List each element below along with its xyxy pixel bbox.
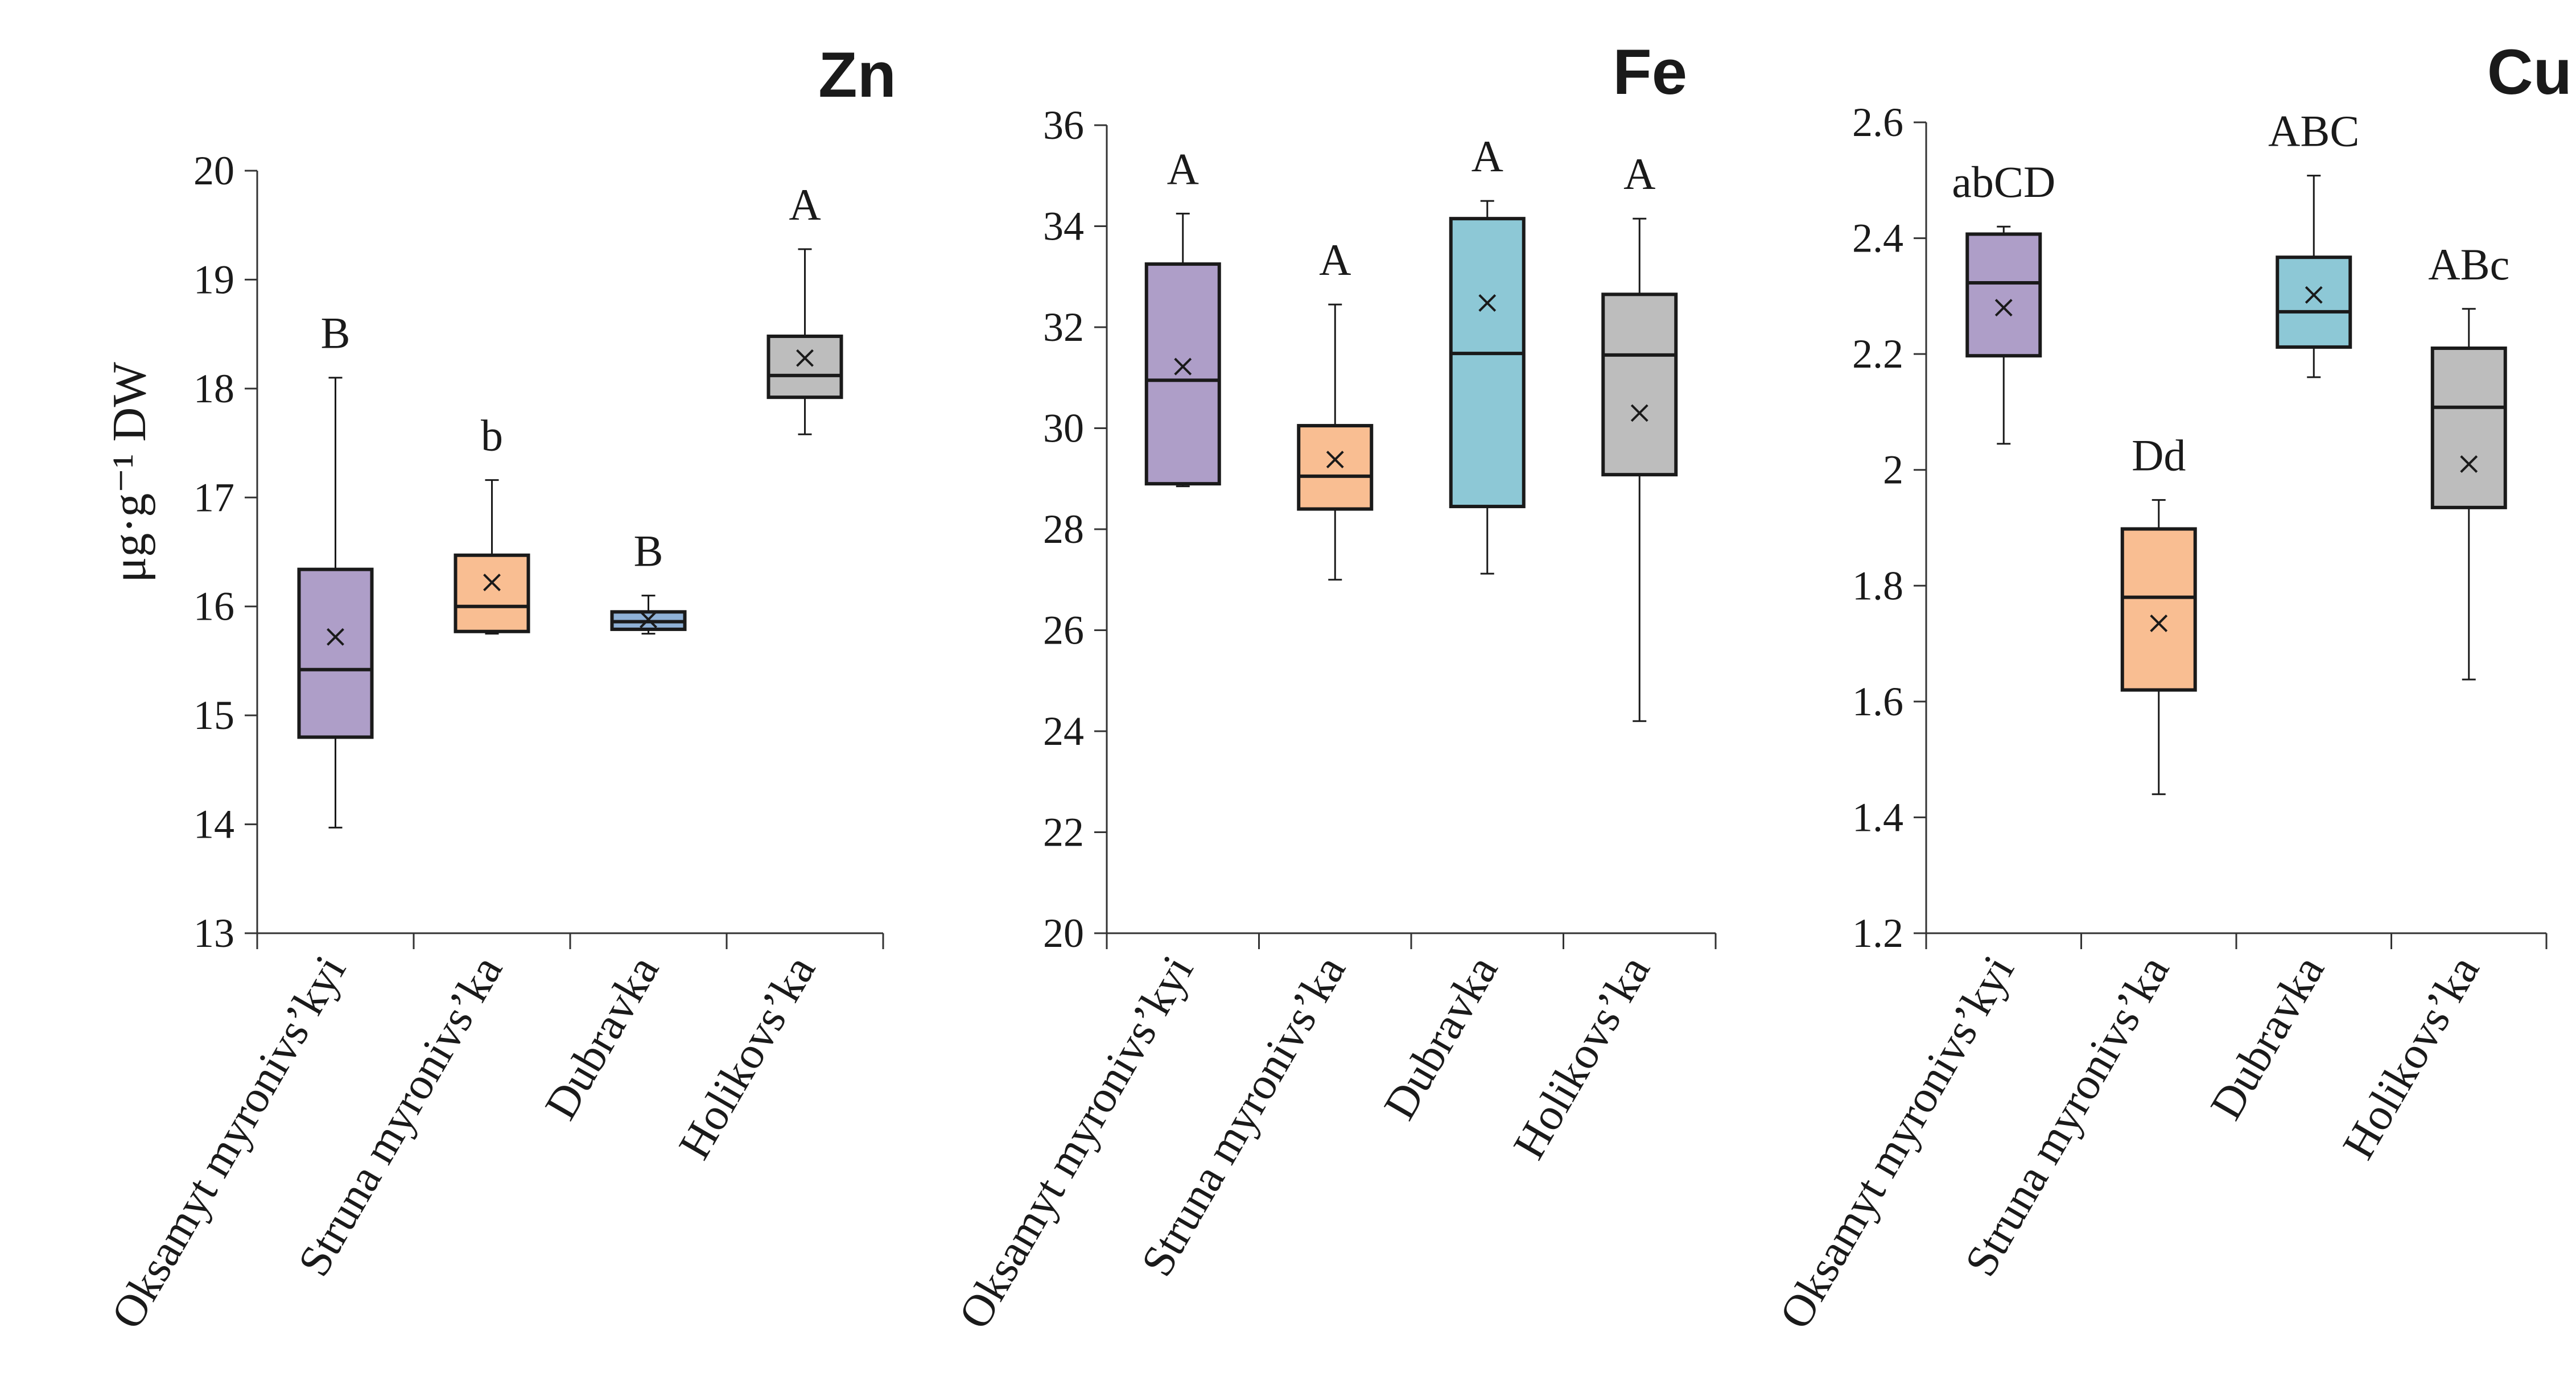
y-tick-label: 22: [1043, 810, 1084, 855]
y-tick-label: 1.8: [1852, 563, 1903, 608]
box-dubravka: [2276, 255, 2352, 349]
box-oksamyt: [1144, 262, 1221, 486]
y-tick-label: 1.4: [1852, 794, 1903, 840]
category-label-holikovska: Holikovs’ka: [1504, 947, 1660, 1168]
mean-marker: [1630, 404, 1648, 422]
significance-letter: B: [320, 308, 350, 358]
y-tick-label: 17: [193, 475, 234, 520]
y-tick-label: 2.4: [1852, 216, 1903, 261]
y-tick-label: 1.2: [1852, 910, 1903, 956]
y-tick-label: 34: [1043, 204, 1084, 249]
box-struna: [2120, 527, 2197, 692]
mean-marker: [483, 574, 501, 592]
mean-marker: [1326, 451, 1344, 468]
significance-letter: A: [789, 180, 821, 229]
y-tick-label: 2.6: [1852, 100, 1903, 145]
y-tick-label: 30: [1043, 406, 1084, 451]
significance-letter: A: [1623, 149, 1655, 199]
significance-letter: A: [1319, 235, 1351, 285]
category-label-holikovska: Holikovs’ka: [669, 947, 825, 1168]
panel-title: Fe: [1613, 36, 1687, 108]
box-holikovska: [1601, 292, 1678, 477]
mean-marker: [640, 611, 657, 629]
significance-letter: Dd: [2132, 431, 2186, 480]
y-tick-label: 28: [1043, 506, 1084, 552]
y-tick-label: 2: [1883, 447, 1903, 493]
y-tick-label: 1.6: [1852, 679, 1903, 724]
significance-letter: B: [633, 526, 663, 576]
y-tick-label: 14: [193, 802, 234, 847]
category-label-holikovska: Holikovs’ka: [2333, 947, 2489, 1168]
box-struna: [454, 553, 530, 633]
category-label-oksamyt: Oksamyt myronivs’kyi: [102, 947, 356, 1337]
y-tick-label: 24: [1043, 708, 1084, 754]
mean-marker: [2150, 615, 2168, 632]
y-tick-label: 20: [193, 148, 234, 193]
panel-title: Cu: [2487, 36, 2572, 108]
y-tick-label: 13: [193, 910, 234, 956]
box-holikovska: [2430, 346, 2507, 509]
mean-marker: [1478, 294, 1497, 312]
y-tick-label: 19: [193, 257, 234, 302]
significance-letter: A: [1167, 144, 1199, 193]
y-tick-label: 15: [193, 693, 234, 738]
mean-marker: [1994, 299, 2013, 317]
mean-marker: [327, 628, 344, 646]
box-oksamyt: [1965, 232, 2042, 358]
mean-marker: [796, 349, 814, 367]
significance-letter: b: [481, 411, 503, 460]
y-tick-label: 20: [1043, 910, 1084, 956]
box-oksamyt: [297, 567, 374, 739]
panel-title: Zn: [818, 39, 896, 110]
significance-letter: abCD: [1952, 157, 2055, 207]
category-label-oksamyt: Oksamyt myronivs’kyi: [1770, 947, 2024, 1337]
mean-marker: [1174, 357, 1192, 376]
box-dubravka: [1449, 217, 1526, 509]
category-label-dubravka: Dubravka: [535, 947, 669, 1128]
y-tick-label: 18: [193, 366, 234, 411]
y-tick-label: 36: [1043, 102, 1084, 148]
zn-panel: Zn 13 14 15 16 17 18 19 20 B Oksamyt myronivs’kyi b…: [102, 39, 896, 1337]
significance-letter: A: [1472, 131, 1503, 181]
cu-panel: Cu 1.2 1.4 1.6 1.8 2 2.2 2.4 2.6 abCD Oksamyt myro…: [1770, 36, 2572, 1337]
mean-marker: [2305, 286, 2323, 304]
category-label-dubravka: Dubravka: [2201, 947, 2334, 1128]
box-holikovska: [766, 334, 843, 399]
category-label-dubravka: Dubravka: [1374, 947, 1507, 1128]
y-tick-label: 26: [1043, 608, 1084, 653]
box-struna: [1297, 424, 1374, 511]
y-tick-label: 2.2: [1852, 331, 1903, 377]
y-tick-label: 16: [193, 584, 234, 629]
significance-letter: ABC: [2268, 106, 2359, 156]
significance-letter: ABc: [2428, 240, 2509, 289]
mean-marker: [2460, 455, 2478, 473]
y-axis-label: μg·g⁻¹ DW: [103, 362, 156, 583]
y-tick-label: 32: [1043, 304, 1084, 350]
